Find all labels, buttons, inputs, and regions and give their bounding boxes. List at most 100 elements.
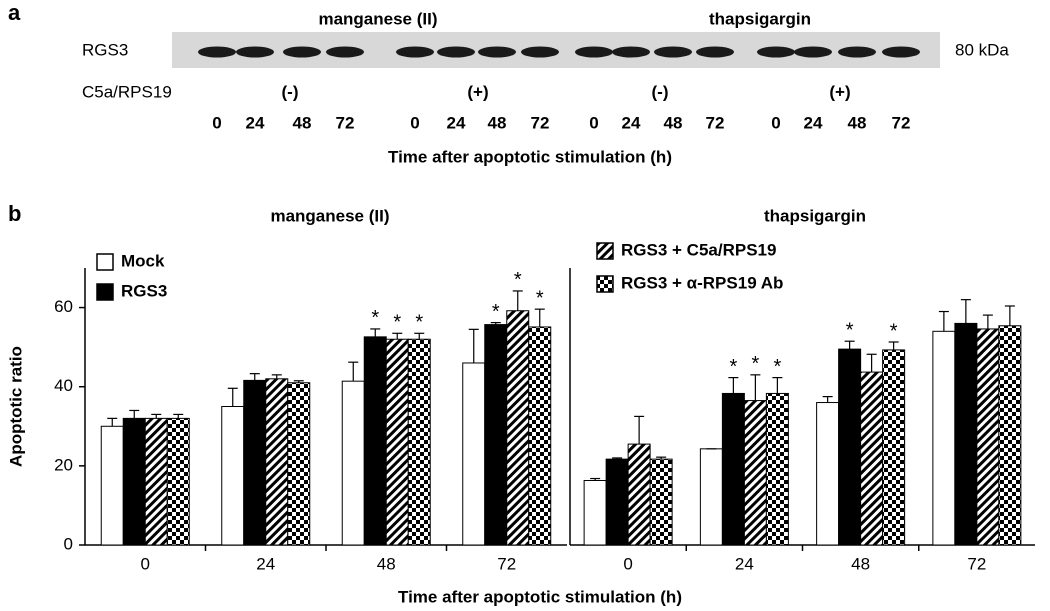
bar bbox=[649, 458, 673, 546]
row-label: RGS3 bbox=[82, 40, 128, 59]
significance: * bbox=[729, 356, 737, 378]
y-tick-label: 40 bbox=[54, 376, 73, 395]
panel-label: a bbox=[8, 0, 21, 25]
lane-time: 72 bbox=[892, 113, 911, 132]
chart-title: manganese (II) bbox=[270, 206, 389, 225]
bar bbox=[484, 324, 508, 546]
blot-band bbox=[326, 46, 364, 58]
lane-time: 24 bbox=[622, 113, 641, 132]
bar bbox=[122, 417, 146, 546]
blot-band bbox=[838, 46, 876, 58]
lane-time: 0 bbox=[771, 113, 780, 132]
bar bbox=[407, 338, 431, 546]
significance: * bbox=[751, 353, 759, 375]
lane-time: 48 bbox=[664, 113, 683, 132]
bar bbox=[462, 362, 486, 546]
lane-time: 24 bbox=[246, 113, 265, 132]
bar bbox=[287, 382, 311, 546]
condition: (-) bbox=[282, 82, 299, 101]
y-axis-label: Apoptotic ratio bbox=[6, 346, 25, 467]
bar bbox=[765, 392, 789, 546]
x-tick-label: 72 bbox=[497, 554, 516, 573]
significance: * bbox=[773, 356, 781, 378]
y-tick-label: 60 bbox=[54, 297, 73, 316]
significance: * bbox=[393, 312, 401, 334]
bar bbox=[882, 349, 906, 546]
blot-band bbox=[437, 46, 475, 58]
bar bbox=[605, 458, 629, 546]
bar bbox=[627, 443, 651, 546]
lane-time: 48 bbox=[293, 113, 312, 132]
x-tick-label: 24 bbox=[735, 554, 754, 573]
bar bbox=[976, 328, 1000, 546]
blot-band bbox=[575, 46, 613, 58]
condition: (+) bbox=[467, 82, 488, 101]
bar bbox=[998, 325, 1022, 546]
significance: * bbox=[415, 312, 423, 334]
lane-time: 72 bbox=[706, 113, 725, 132]
lane-time: 0 bbox=[589, 113, 598, 132]
bar bbox=[243, 379, 267, 546]
condition: (-) bbox=[652, 82, 669, 101]
x-tick-label: 72 bbox=[967, 554, 986, 573]
size-label: 80 kDa bbox=[955, 40, 1009, 59]
treatment-label: manganese (II) bbox=[318, 9, 437, 28]
x-tick-label: 24 bbox=[256, 554, 275, 573]
blot-band bbox=[882, 46, 920, 58]
blot-band bbox=[696, 46, 734, 58]
bar bbox=[363, 336, 387, 546]
legend-label: RGS3 bbox=[121, 281, 167, 300]
bar bbox=[583, 479, 607, 546]
x-tick-label: 0 bbox=[141, 554, 150, 573]
x-tick-label: 0 bbox=[623, 554, 632, 573]
lane-time: 0 bbox=[410, 113, 419, 132]
bar bbox=[265, 378, 289, 546]
treatment-label: thapsigargin bbox=[709, 9, 811, 28]
bar bbox=[506, 310, 530, 546]
bar bbox=[100, 425, 124, 546]
lane-time: 48 bbox=[848, 113, 867, 132]
blot-band bbox=[794, 46, 832, 58]
legend-swatch bbox=[596, 242, 614, 260]
x-tick-label: 48 bbox=[851, 554, 870, 573]
significance: * bbox=[492, 301, 500, 323]
significance: * bbox=[890, 320, 898, 342]
lane-time: 0 bbox=[212, 113, 221, 132]
significance: * bbox=[514, 269, 522, 291]
blot-band bbox=[198, 46, 236, 58]
lane-time: 48 bbox=[488, 113, 507, 132]
blot-band bbox=[396, 46, 434, 58]
panel-label: b bbox=[8, 201, 21, 226]
condition: (+) bbox=[829, 82, 850, 101]
bar bbox=[721, 392, 745, 546]
blot-band bbox=[612, 46, 650, 58]
blot-band bbox=[654, 46, 692, 58]
legend-label: RGS3 + α-RPS19 Ab bbox=[621, 273, 783, 292]
x-tick-label: 48 bbox=[377, 554, 396, 573]
bar bbox=[816, 402, 840, 546]
blot-band bbox=[236, 46, 274, 58]
legend-swatch bbox=[96, 283, 114, 301]
y-tick-label: 0 bbox=[64, 534, 73, 553]
bar bbox=[221, 406, 245, 546]
lane-time: 24 bbox=[447, 113, 466, 132]
blot-band bbox=[283, 46, 321, 58]
y-tick-label: 20 bbox=[54, 455, 73, 474]
significance: * bbox=[536, 287, 544, 309]
lane-time: 72 bbox=[531, 113, 550, 132]
lane-time: 72 bbox=[336, 113, 355, 132]
bar bbox=[341, 380, 365, 546]
bar bbox=[528, 326, 552, 546]
legend-swatch bbox=[96, 253, 114, 271]
lane-time: 24 bbox=[804, 113, 823, 132]
bar bbox=[860, 371, 884, 546]
bar bbox=[743, 400, 767, 546]
legend-label: Mock bbox=[121, 251, 165, 270]
chart-title: thapsigargin bbox=[764, 206, 866, 225]
blot-band bbox=[478, 46, 516, 58]
significance: * bbox=[846, 319, 854, 341]
blot-band bbox=[757, 46, 795, 58]
x-axis-label: Time after apoptotic stimulation (h) bbox=[398, 587, 682, 606]
bar bbox=[954, 322, 978, 546]
